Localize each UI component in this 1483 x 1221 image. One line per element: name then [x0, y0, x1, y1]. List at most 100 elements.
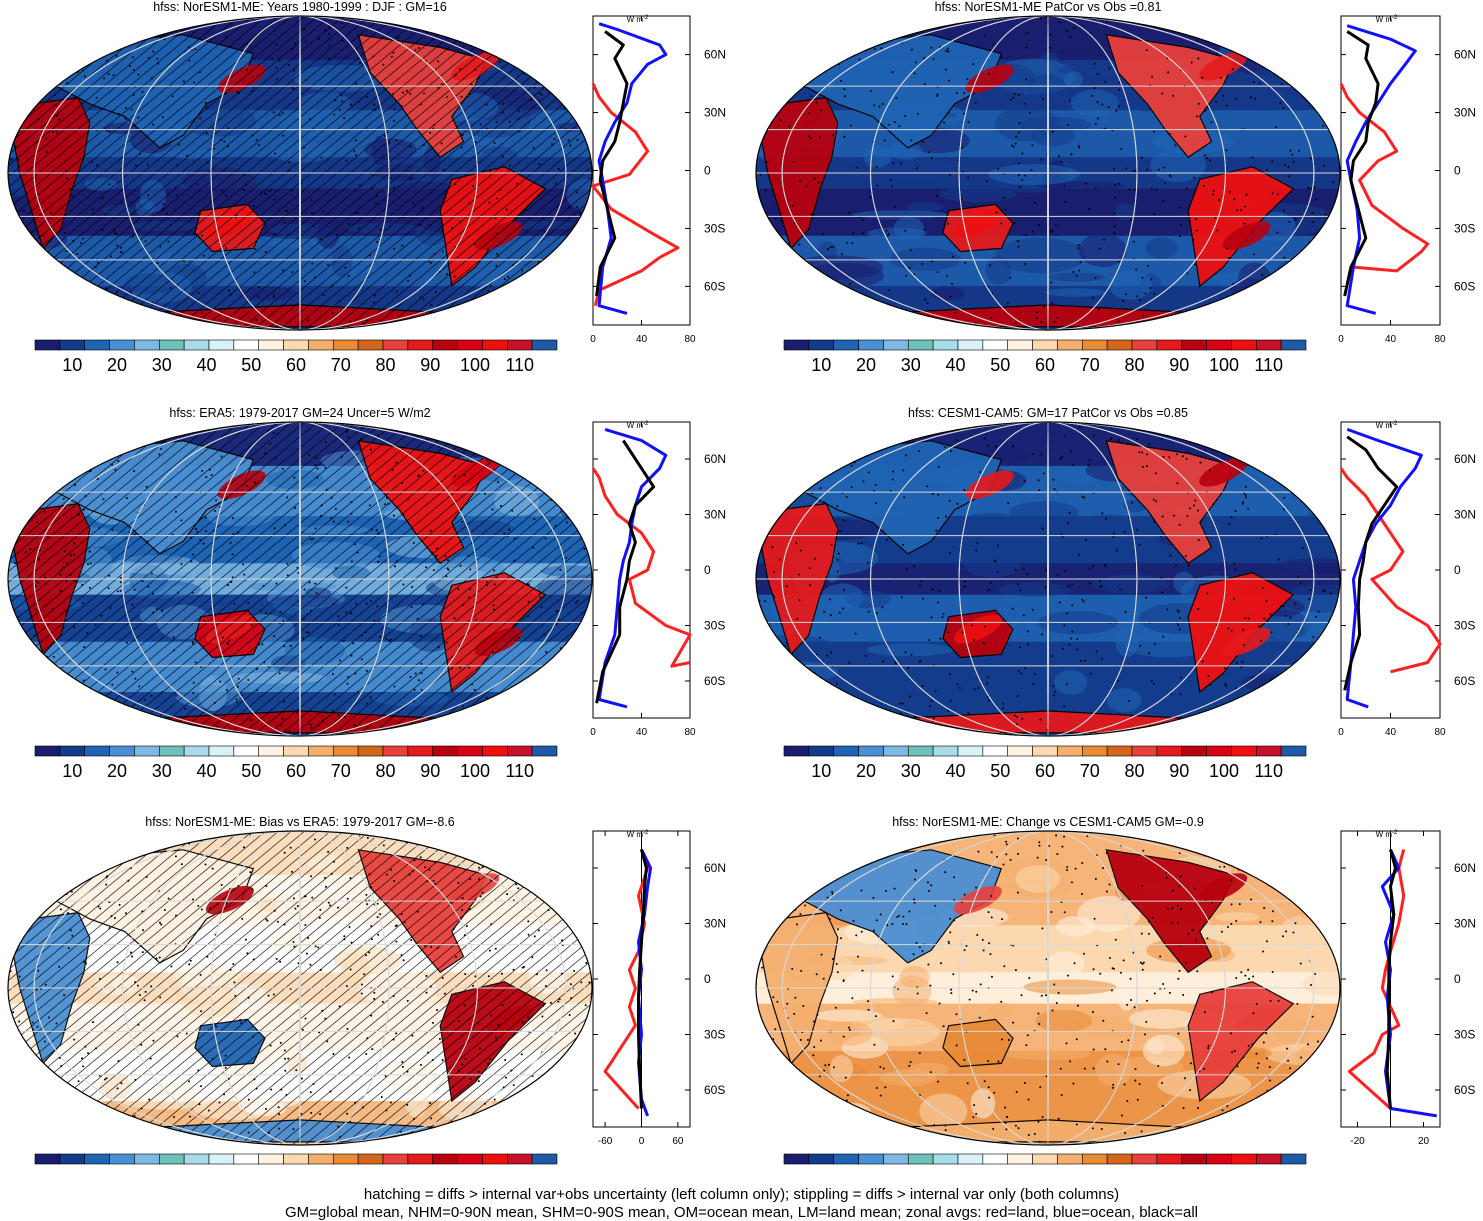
field-patch	[8, 890, 25, 916]
map-field	[756, 422, 1340, 736]
field-patch	[316, 217, 340, 249]
series-line-all	[1343, 30, 1380, 297]
colorbar-box	[258, 745, 284, 757]
x-tick-label: -60	[598, 1136, 613, 1147]
colorbar-box	[283, 745, 309, 757]
field-patch	[756, 669, 794, 701]
colorbar-label: 10	[331, 1169, 351, 1170]
zonal-unit: W m-2	[1376, 830, 1398, 839]
colorbar-box	[1106, 745, 1133, 757]
continent-namerica	[1105, 34, 1236, 159]
colorbar-p3: 10 20 30 40 50 60 70 80 90 100 110	[34, 745, 558, 781]
continent-greenland	[1245, 433, 1295, 461]
colorbar-label: 110	[505, 761, 534, 781]
field-patch	[756, 452, 810, 464]
x-tick-label: 0	[639, 1136, 645, 1147]
panel-title: hfss: CESM1-CAM5: GM=17 PatCor vs Obs =0…	[908, 406, 1188, 420]
colorbar-box	[208, 339, 235, 351]
field-patch	[30, 691, 94, 708]
continent-namerica	[357, 34, 488, 159]
colorbar-p6: -50 -40 -30 -20 -10 0 10 20 30 40 50	[783, 1153, 1307, 1189]
colorbar-label: 100	[1209, 355, 1239, 375]
colorbar-box	[833, 745, 859, 757]
field-patch	[494, 485, 540, 516]
colorbar-label: 10	[1080, 1169, 1100, 1170]
colorbar-label: 80	[1124, 355, 1144, 375]
colorbar-box	[332, 745, 359, 757]
field-patch	[331, 245, 353, 277]
colorbar-box	[957, 745, 984, 757]
graticule	[8, 831, 592, 1145]
colorbar-box	[907, 745, 934, 757]
colorbar-label: 20	[856, 761, 876, 781]
field-patch	[1283, 461, 1325, 472]
colorbar-box	[158, 745, 185, 757]
colorbar-label: 50	[1259, 1169, 1279, 1170]
lat-label: 60N	[1454, 861, 1476, 875]
colorbar-box	[1181, 339, 1207, 351]
field-patch	[756, 891, 780, 924]
field-patch	[1035, 1009, 1093, 1033]
colorbar-label: 100	[460, 761, 490, 781]
colorbar-box	[1231, 745, 1257, 757]
colorbar-box	[34, 339, 61, 351]
field-patch	[555, 122, 591, 132]
field-patch	[372, 197, 445, 217]
lat-label: 60N	[1454, 452, 1476, 466]
colorbar-label: 30	[152, 355, 172, 375]
colorbar-box	[957, 1153, 984, 1165]
continent-namerica	[357, 440, 488, 565]
colorbar-p2: 10 20 30 40 50 60 70 80 90 100 110	[783, 339, 1307, 375]
field-patch	[762, 684, 847, 713]
field-patch	[970, 1088, 996, 1119]
colorbar-box	[1131, 1153, 1158, 1165]
field-patch	[827, 1021, 873, 1046]
field-patch	[1070, 89, 1119, 117]
field-patch	[507, 446, 585, 471]
colorbar-box	[506, 745, 533, 757]
field-patch	[566, 178, 592, 212]
colorbar-box	[457, 339, 483, 351]
colorbar-label: -40	[853, 1169, 879, 1170]
colorbar-box	[59, 1153, 86, 1165]
colorbar-box	[34, 1153, 61, 1165]
colorbar-box	[84, 339, 110, 351]
colorbar-box	[283, 1153, 309, 1165]
x-tick-label: 40	[1385, 334, 1397, 345]
colorbar-box	[1255, 1153, 1282, 1165]
series-line-all	[1343, 435, 1399, 691]
colorbar-box	[332, 339, 359, 351]
field-patch	[906, 202, 944, 212]
colorbar-box	[208, 745, 235, 757]
colorbar-label: 30	[1169, 1169, 1189, 1170]
field-patch	[888, 141, 922, 160]
lat-label: 60S	[704, 1083, 725, 1097]
hotspot	[1199, 51, 1248, 81]
field-patch	[239, 286, 297, 301]
colorbar-box	[432, 745, 458, 757]
colorbar-box	[1081, 339, 1108, 351]
colorbar-label: 100	[460, 355, 490, 375]
field-patch	[1063, 71, 1084, 88]
colorbar-label: -50	[59, 1169, 85, 1170]
colorbar-box	[957, 339, 984, 351]
field-patch	[84, 177, 118, 191]
lat-label: 60N	[704, 452, 726, 466]
colorbar-label: -10	[238, 1169, 264, 1170]
series-line-land	[591, 467, 692, 668]
field-patch	[306, 854, 345, 872]
colorbar-box	[109, 745, 135, 757]
graticule	[8, 422, 592, 736]
field-patch	[502, 283, 592, 297]
colorbar-box	[158, 339, 185, 351]
colorbar-box	[233, 745, 260, 757]
colorbar-box	[808, 1153, 835, 1165]
figure-canvas: hfss: NorESM1-ME: Years 1980-1999 : DJF …	[7, 0, 1476, 1189]
series-line-land	[603, 849, 650, 1110]
continent-namerica	[1105, 849, 1236, 974]
lat-label: 0	[1454, 563, 1461, 577]
colorbar-label: 110	[1254, 761, 1283, 781]
field-patch	[8, 637, 33, 669]
field-patch	[454, 520, 515, 538]
colorbar-label: -30	[149, 1169, 175, 1170]
